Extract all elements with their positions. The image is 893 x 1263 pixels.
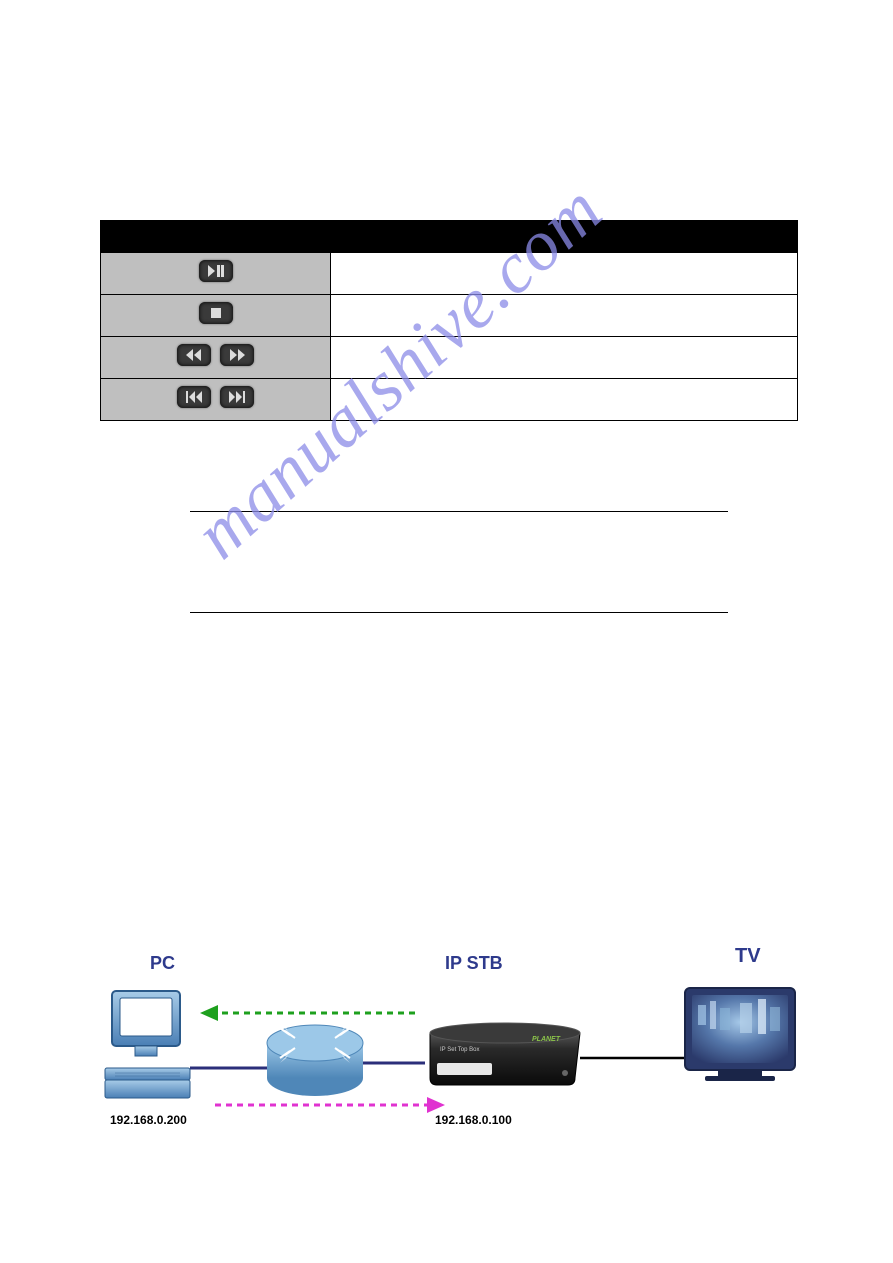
rewind-icon: [177, 344, 211, 366]
playpause-icon: [199, 260, 233, 282]
icon-cell-seek: [101, 337, 331, 379]
table-header-desc: [331, 221, 798, 253]
desc-cell: [331, 379, 798, 421]
arrow-green-head: [200, 1005, 218, 1021]
table-header-icon: [101, 221, 331, 253]
router-icon: [267, 1023, 363, 1096]
diagram-svg: IP Set Top Box PLANET: [100, 963, 800, 1143]
stb-icon: IP Set Top Box PLANET: [430, 1023, 580, 1085]
icon-cell-stop: [101, 295, 331, 337]
forward-icon: [220, 344, 254, 366]
desc-cell: [331, 253, 798, 295]
svg-text:IP Set Top Box: IP Set Top Box: [440, 1047, 479, 1053]
buttons-table: [100, 220, 798, 421]
table-row: [101, 379, 798, 421]
skip-back-icon: [177, 386, 211, 408]
desc-cell: [331, 295, 798, 337]
skip-fwd-icon: [220, 386, 254, 408]
stop-icon: [199, 302, 233, 324]
tv-icon: [685, 988, 795, 1081]
divider-line: [190, 612, 728, 613]
table-row: [101, 337, 798, 379]
icon-cell-playpause: [101, 253, 331, 295]
table-row: [101, 295, 798, 337]
svg-text:PLANET: PLANET: [532, 1036, 561, 1043]
pc-icon: [105, 991, 190, 1098]
arrow-magenta-head: [427, 1097, 445, 1113]
icon-cell-skip: [101, 379, 331, 421]
divider-section: [190, 451, 728, 613]
desc-cell: [331, 337, 798, 379]
table-row: [101, 253, 798, 295]
network-diagram: PC IP STB TV 192.168.0.200 192.168.0.100: [100, 953, 798, 1153]
